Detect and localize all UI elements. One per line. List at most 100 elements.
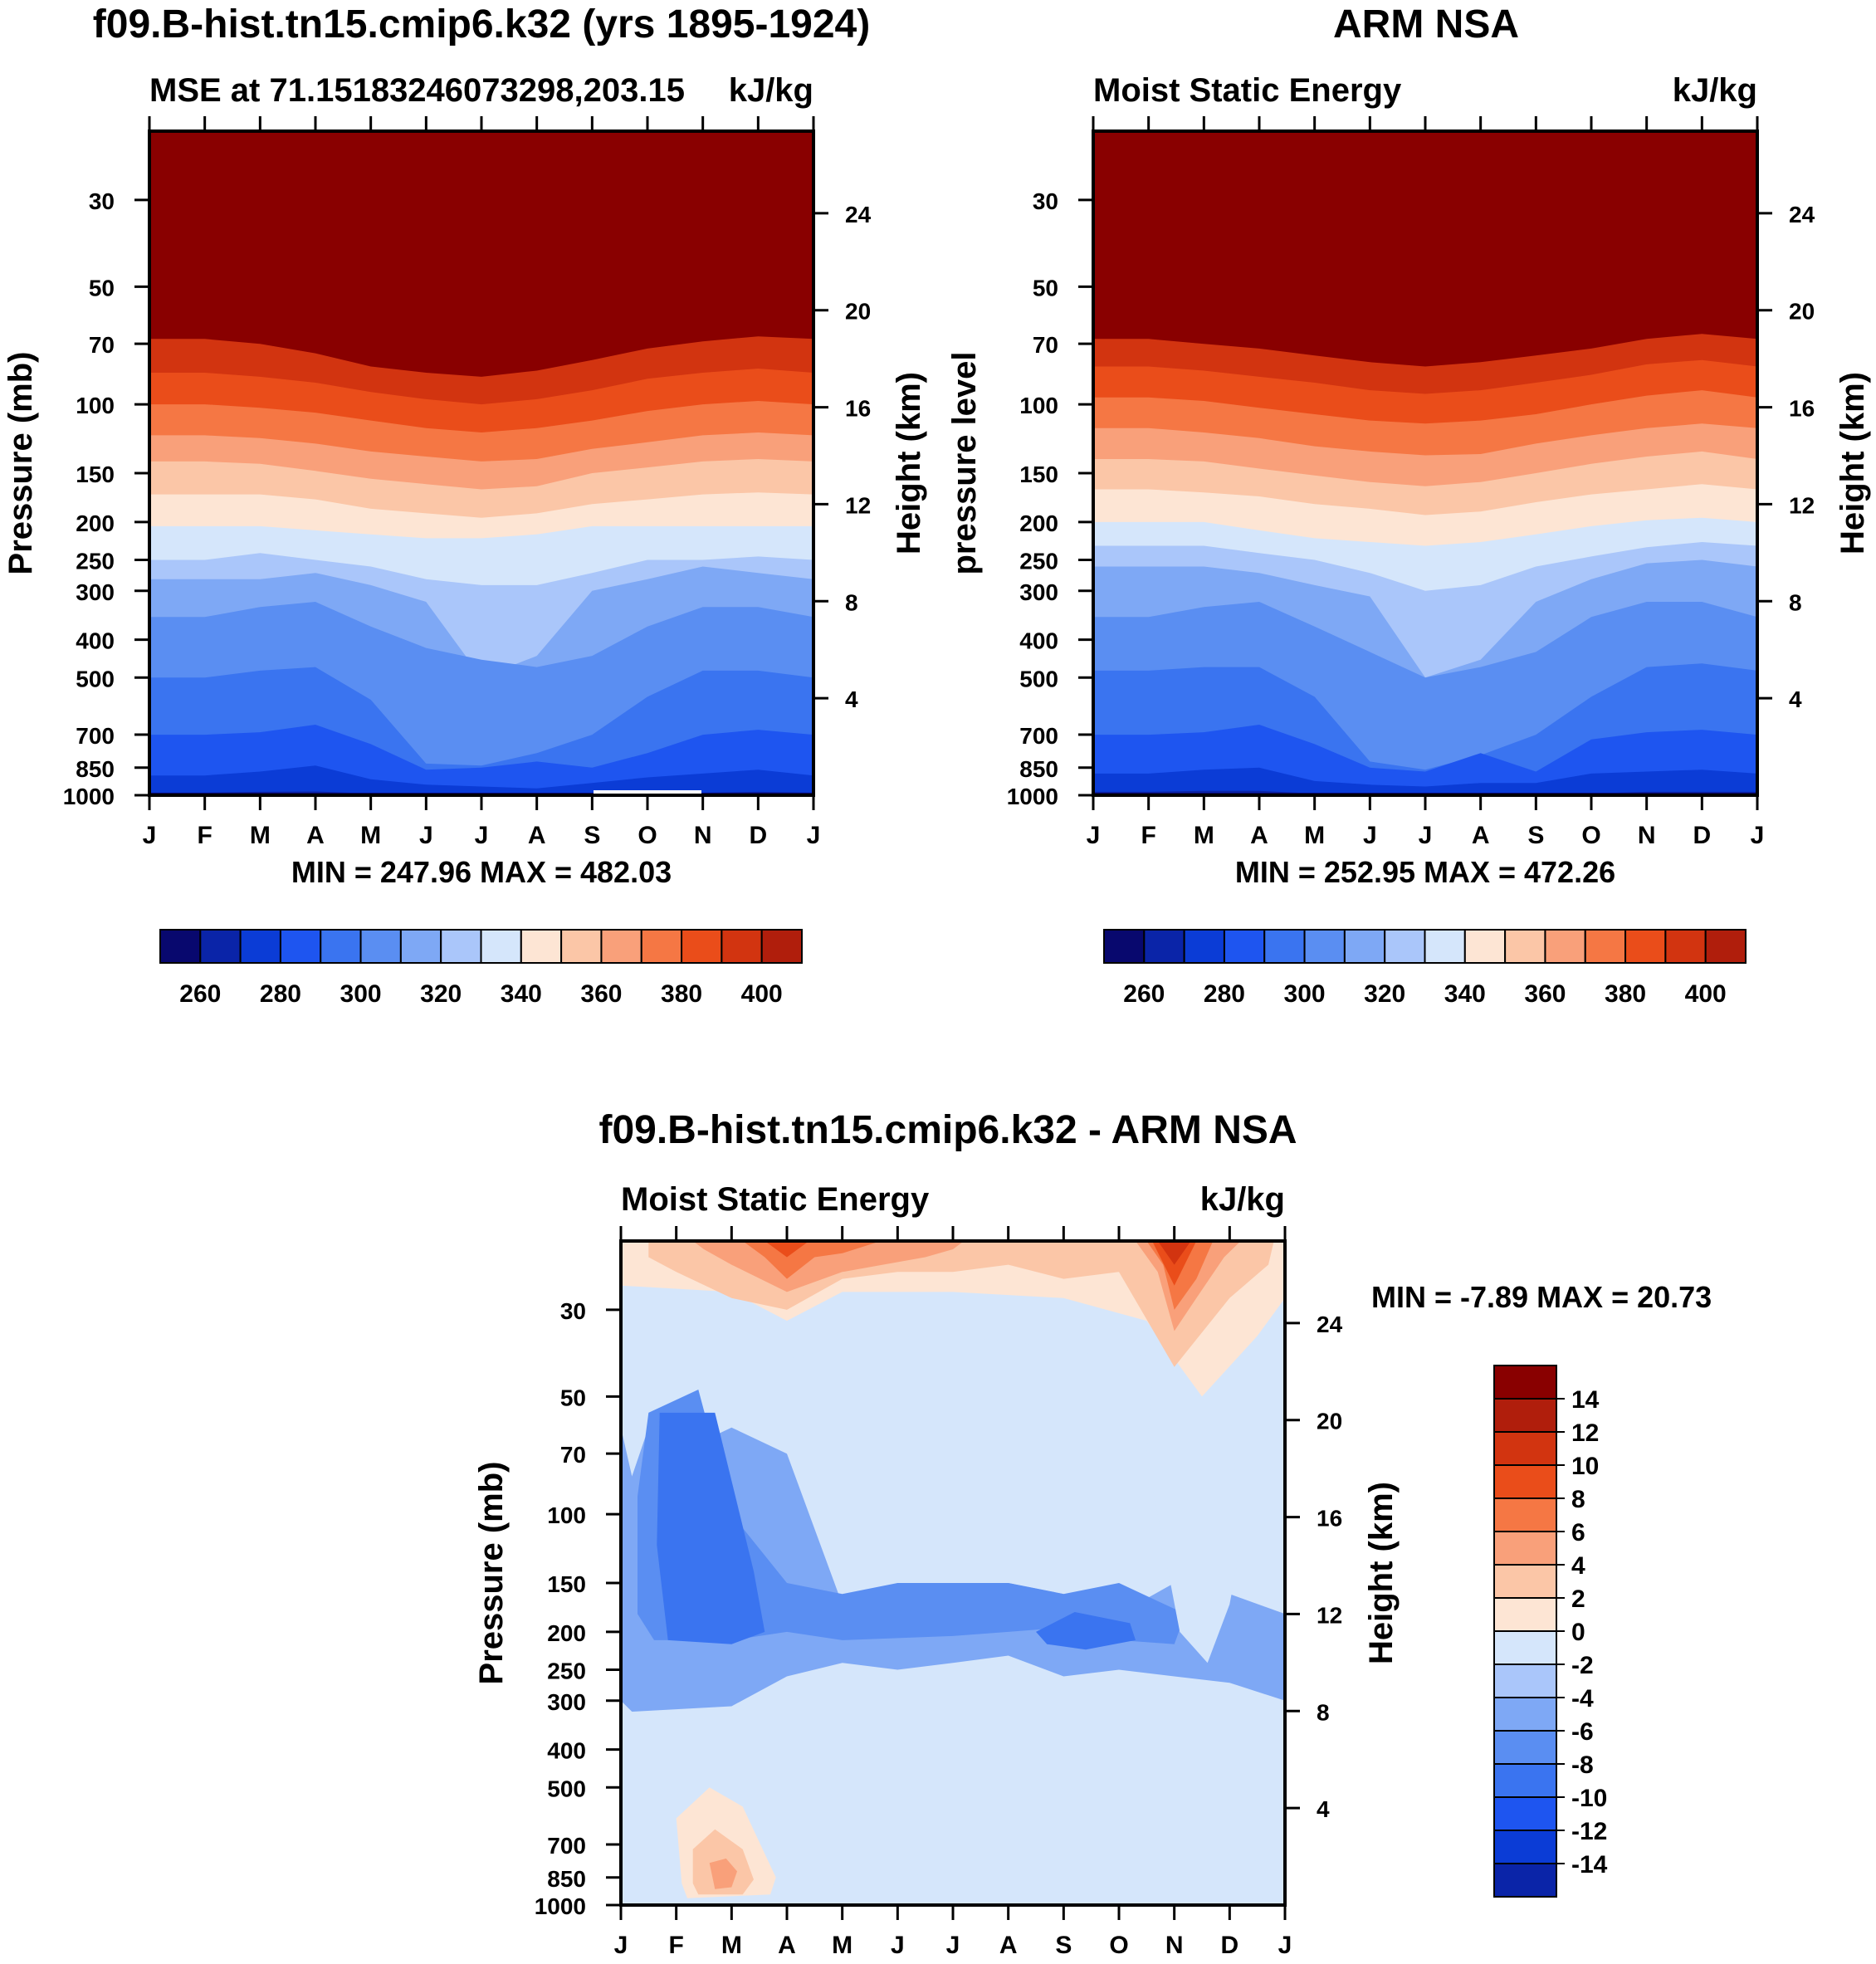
month-tick-label: J [1751,822,1765,849]
pressure-tick-label: 70 [560,1442,586,1468]
colorbar-box [1493,1863,1557,1898]
obs-y2-axis-label: Height (km) [1834,372,1871,555]
pressure-tick-label: 50 [560,1385,586,1410]
colorbar-label: 320 [1364,980,1405,1008]
month-tick-label: M [1304,822,1325,849]
colorbar-box [1493,1464,1557,1499]
colorbar-box [1493,1630,1557,1665]
colorbar-box [1103,929,1146,964]
diff-panel: f09.B-hist.tn15.cmip6.k32 - ARM NSA Mois… [473,1108,1712,1959]
colorbar-box [640,929,683,964]
colorbar-label: -14 [1571,1851,1608,1879]
colorbar-box [359,929,402,964]
model-min-max: MIN = 247.96 MAX = 482.03 [291,855,672,889]
colorbar-box [1493,1597,1557,1632]
month-tick-label: M [832,1932,853,1959]
month-tick-label: N [1638,822,1656,849]
month-tick-label: M [1194,822,1214,849]
height-tick-label: 24 [1789,202,1815,227]
height-tick-label: 8 [845,589,858,615]
colorbar-box [1493,1365,1557,1400]
colorbar-box [399,929,442,964]
model-contour-fills [149,336,813,795]
colorbar-box [199,929,242,964]
height-tick-label: 8 [1789,589,1802,615]
height-tick-label: 4 [845,686,858,712]
pressure-tick-label: 1000 [63,784,115,809]
month-tick-label: D [749,822,767,849]
diff-min-max: MIN = -7.89 MAX = 20.73 [1371,1280,1712,1314]
contour-region [1146,1358,1241,1664]
colorbar-box [239,929,281,964]
height-tick-label: 20 [845,299,871,325]
colorbar-box [600,929,642,964]
obs-colorbar: 260 280 300 320 340 360 380 400 [1103,929,1747,1008]
model-panel: f09.B-hist.tn15.cmip6.k32 (yrs 1895-1924… [2,2,927,1008]
pressure-tick-label: 850 [547,1866,586,1892]
colorbar-label: 260 [179,980,221,1008]
month-tick-label: J [807,822,821,849]
colorbar-label: 380 [661,980,702,1008]
contour-region [787,1871,948,1903]
pressure-tick-label: 30 [1033,188,1058,214]
month-tick-label: A [778,1932,796,1959]
contour-region [742,1241,882,1279]
model-main-title: f09.B-hist.tn15.cmip6.k32 (yrs 1895-1924… [93,2,870,46]
obs-contour-fills [1093,334,1757,795]
month-tick-label: J [475,822,489,849]
month-tick-label: J [614,1932,628,1959]
colorbar-label: -2 [1571,1652,1594,1679]
month-tick-label: M [721,1932,742,1959]
model-missing-data-strip [594,790,701,795]
colorbar-box [1504,929,1546,964]
height-tick-label: 24 [845,202,872,227]
height-tick-label: 8 [1317,1699,1330,1725]
month-tick-label: O [1109,1932,1128,1959]
month-tick-label: J [1419,822,1433,849]
colorbar-box [520,929,563,964]
contour-band [149,765,813,795]
pressure-tick-label: 1000 [1007,784,1058,809]
pressure-tick-label: 500 [76,666,115,691]
colorbar-label: 360 [1524,980,1566,1008]
colorbar-box [1303,929,1346,964]
month-tick-label: F [1141,822,1156,849]
pressure-tick-label: 150 [1019,462,1058,487]
contour-band [1093,767,1757,795]
pressure-tick-label: 700 [1019,723,1058,749]
month-tick-label: O [1581,822,1600,849]
month-tick-label: F [669,1932,684,1959]
colorbar-box [320,929,362,964]
month-tick-label: A [999,1932,1018,1959]
diff-right-string: kJ/kg [1200,1181,1285,1218]
pressure-tick-label: 70 [89,332,115,358]
colorbar-box [1343,929,1386,964]
colorbar-box [1493,1431,1557,1466]
colorbar-label: 300 [340,980,382,1008]
pressure-tick-label: 200 [1019,511,1058,536]
pressure-tick-label: 500 [1019,666,1058,691]
colorbar-box [1183,929,1225,964]
diff-y2-axis-label: Height (km) [1363,1482,1400,1664]
height-tick-label: 20 [1789,299,1815,325]
colorbar-box [1263,929,1306,964]
pressure-tick-label: 250 [1019,549,1058,574]
month-tick-label: N [694,822,712,849]
diff-contour-fills [621,1241,1285,1903]
colorbar-label: 8 [1571,1486,1585,1513]
colorbar-label: -4 [1571,1685,1594,1712]
colorbar-box [1384,929,1426,964]
colorbar-box [1424,929,1466,964]
contour-region [657,1412,765,1644]
contour-region [1036,1612,1136,1650]
colorbar-box [1664,929,1707,964]
month-tick-label: A [528,822,546,849]
colorbar-box [560,929,603,964]
model-plot-area: J F M A M J J A S O N D J 30 50 70 100 150 200 250 300 400 500… [63,116,872,849]
colorbar-box [440,929,482,964]
colorbar-label: 380 [1605,980,1646,1008]
pressure-tick-label: 400 [547,1738,586,1764]
month-tick-label: F [198,822,213,849]
